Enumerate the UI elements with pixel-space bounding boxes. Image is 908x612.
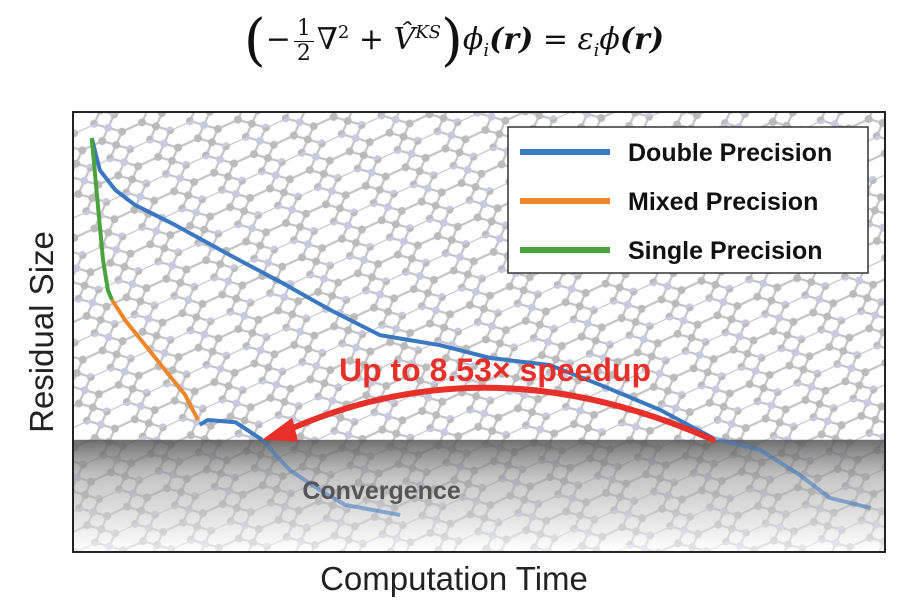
legend: Double Precision Mixed Precision Single Pr… [507,126,869,274]
convergence-label: Convergence [302,477,460,505]
legend-label-single: Single Precision [628,237,823,265]
legend-label-mixed: Mixed Precision [628,188,818,216]
y-axis-label: Residual Size [23,231,60,433]
double-precision-line [89,137,714,440]
kohn-sham-equation: (− 1 2 ∇2 + V̂KS)ϕi(r) = εiϕ(r) [243,8,665,73]
x-axis-label: Computation Time [320,560,588,597]
legend-label-double: Double Precision [628,139,832,167]
speedup-arrow [281,384,716,443]
single-precision-line [89,137,114,301]
double-precision-line-converged [712,436,871,510]
speedup-arrowhead [262,417,299,442]
mixed-precision-line [110,298,200,421]
convergence-region [74,439,884,551]
mixed-precision-double-tail-line-converged [260,438,401,517]
plot-frame [72,111,886,553]
mixed-precision-double-tail-line [198,418,264,442]
speedup-annotation: Up to 8.53× speedup [339,352,651,388]
